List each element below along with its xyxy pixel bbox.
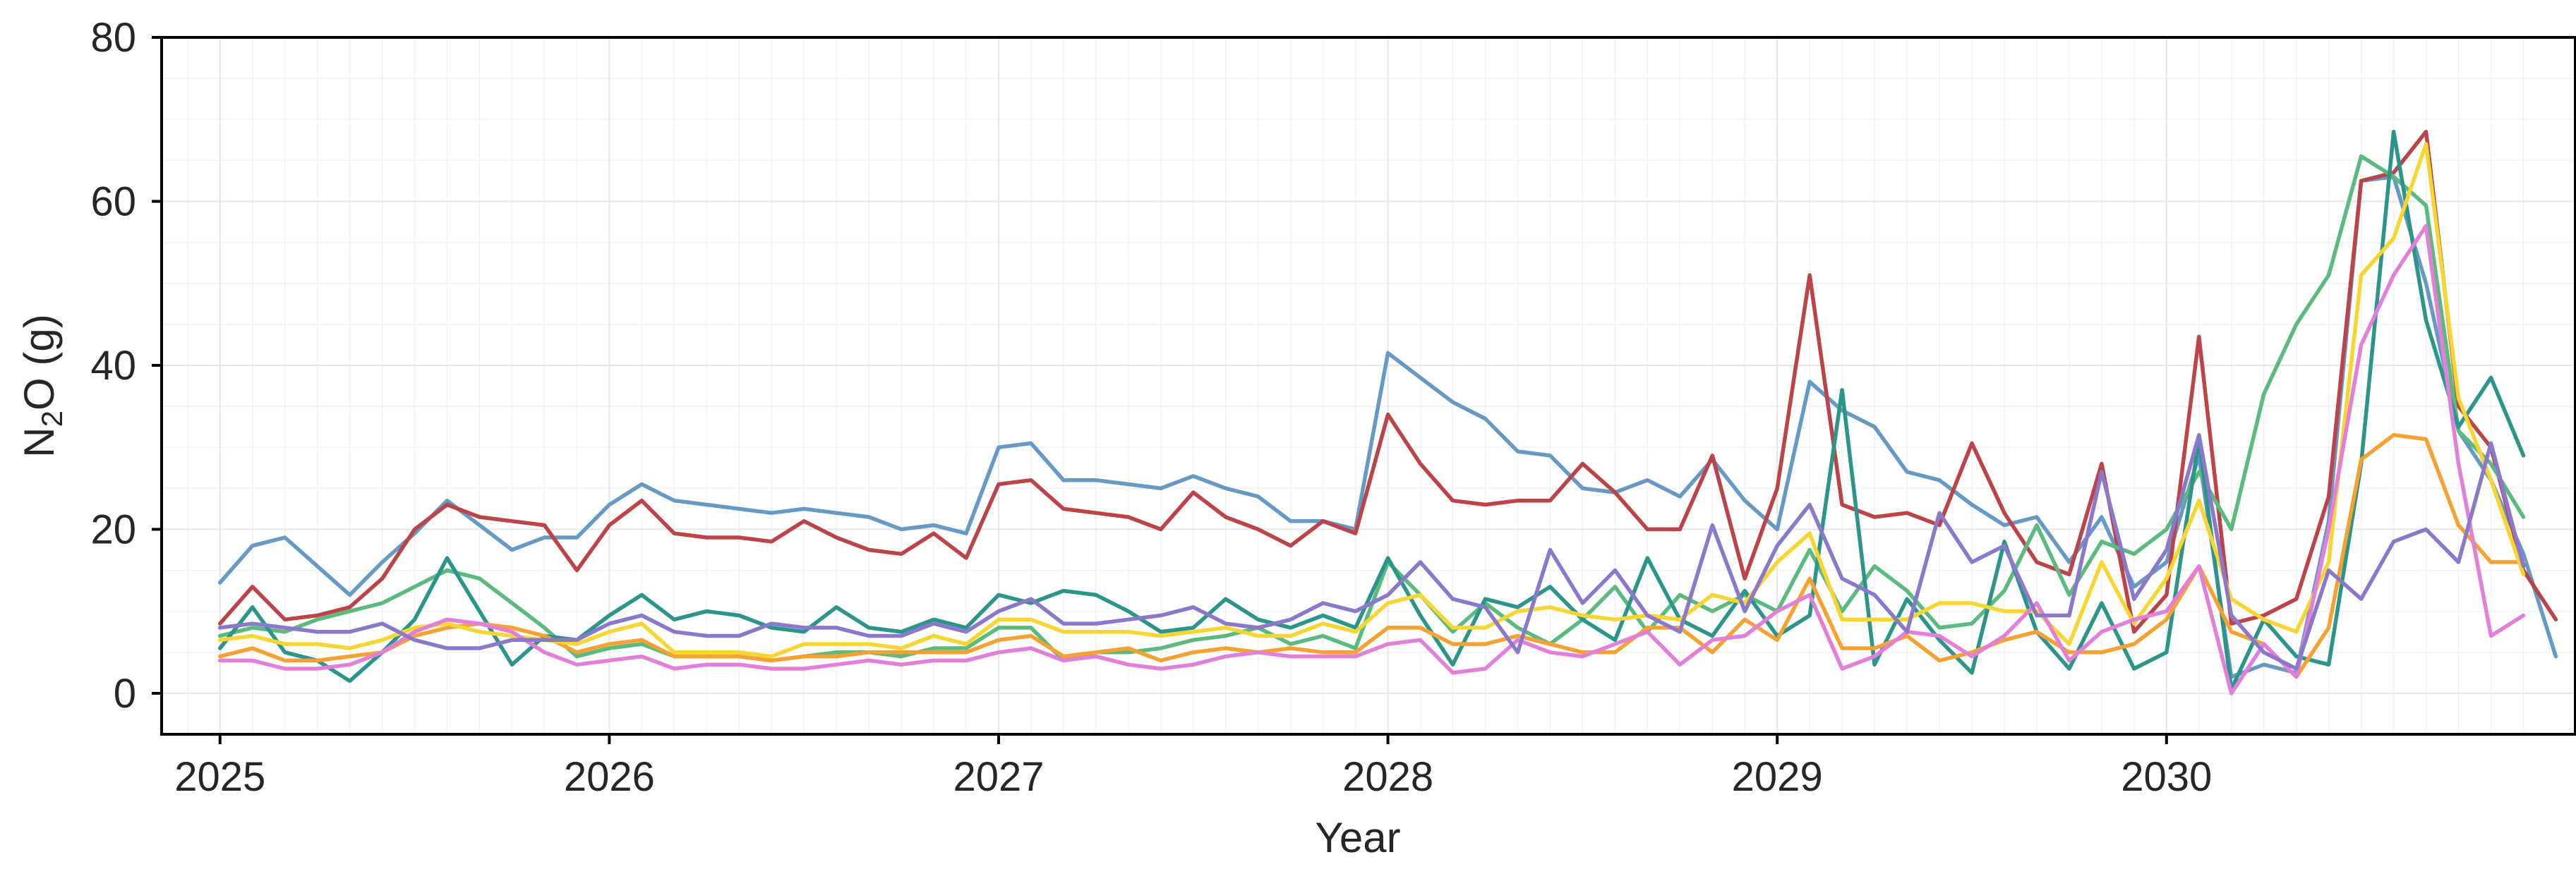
y-tick-label: 60	[90, 178, 136, 224]
x-tick-label: 2027	[953, 754, 1044, 800]
plot-frame	[160, 36, 2576, 736]
y-tick-label: 20	[90, 506, 136, 552]
series-line-6	[217, 142, 2526, 659]
y-tick-label: 40	[90, 343, 136, 389]
axis-ticks: 2025 2026 2027 2028 2029 2030 0 20 40 60 80	[90, 15, 2212, 800]
x-tick-label: 2025	[174, 754, 265, 800]
series-line-1	[217, 174, 2558, 679]
y-axis-label: N2O (g)	[16, 314, 68, 457]
x-tick-label: 2026	[564, 754, 655, 800]
x-tick-label: 2030	[2121, 754, 2212, 800]
series-lines	[217, 129, 2558, 695]
x-tick-label: 2029	[1732, 754, 1823, 800]
series-line-2	[217, 129, 2558, 634]
x-axis-label: Year	[1315, 814, 1400, 861]
series-line-8	[217, 432, 2526, 671]
series-line-4	[217, 129, 2526, 691]
series-line-7	[217, 224, 2526, 695]
y-tick-label: 0	[114, 671, 136, 717]
x-tick-label: 2028	[1342, 754, 1433, 800]
y-tick-label: 80	[90, 15, 136, 61]
grid	[162, 37, 2575, 735]
series-line-5	[217, 432, 2526, 679]
